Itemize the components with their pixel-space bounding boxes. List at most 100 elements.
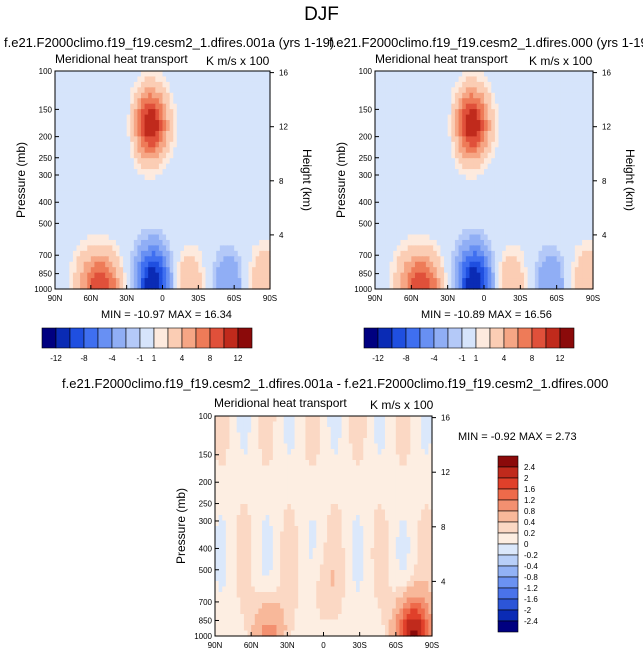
heatmap-cell <box>130 130 135 137</box>
heatmap-cell <box>151 163 156 170</box>
heatmap-cell <box>219 163 225 170</box>
heatmap-cell <box>396 229 402 236</box>
heatmap-cell <box>375 234 380 241</box>
heatmap-cell <box>83 256 88 263</box>
heatmap-cell <box>462 283 467 290</box>
heatmap-cell <box>589 272 594 279</box>
heatmap-cell <box>266 114 271 121</box>
heatmap-cell <box>527 152 532 159</box>
heatmap-cell <box>556 92 561 99</box>
heatmap-cell <box>447 272 452 279</box>
heatmap-cell <box>191 81 196 88</box>
heatmap-cell <box>513 109 518 116</box>
heatmap-cell <box>212 103 217 110</box>
heatmap-cell <box>549 130 554 137</box>
heatmap-cell <box>393 234 398 241</box>
heatmap-cell <box>476 278 481 285</box>
heatmap-cell <box>108 272 113 279</box>
heatmap-cell <box>476 207 481 214</box>
heatmap-cell <box>400 92 405 99</box>
heatmap-cell <box>393 92 398 99</box>
heatmap-cell <box>194 169 199 176</box>
heatmap-cell <box>155 196 160 203</box>
heatmap-cell <box>83 152 88 159</box>
heatmap-cell <box>556 98 561 105</box>
heatmap-cell <box>83 267 88 274</box>
heatmap-cell <box>69 158 74 165</box>
heatmap-cell <box>520 109 525 116</box>
heatmap-cell <box>523 174 529 181</box>
heatmap-cell <box>542 174 547 181</box>
heatmap-cell <box>112 71 117 78</box>
heatmap-cell <box>105 120 110 127</box>
heatmap-cell <box>444 114 449 121</box>
heatmap-cell <box>447 250 452 257</box>
heatmap-cell <box>440 256 445 263</box>
heatmap-cell <box>151 229 156 236</box>
heatmap-cell <box>65 125 70 132</box>
heatmap-cell <box>101 229 106 236</box>
heatmap-cell <box>255 87 260 94</box>
heatmap-cell <box>123 103 128 110</box>
heatmap-cell <box>262 174 268 181</box>
heatmap-cell <box>549 136 554 143</box>
heatmap-cell <box>436 174 441 181</box>
heatmap-cell <box>101 201 106 208</box>
heatmap-cell <box>498 223 503 230</box>
heatmap-cell <box>589 103 594 110</box>
heatmap-cell <box>266 201 271 208</box>
heatmap-cell <box>480 147 485 154</box>
heatmap-cell <box>425 174 431 181</box>
heatmap-cell <box>212 190 217 197</box>
heatmap-cell <box>487 190 492 197</box>
heatmap-cell <box>447 87 452 94</box>
heatmap-cell <box>534 174 540 181</box>
heatmap-cell <box>404 185 409 192</box>
heatmap-cell <box>549 234 554 241</box>
heatmap-cell <box>462 130 467 137</box>
heatmap-cell <box>389 218 394 225</box>
heatmap-cell <box>556 239 561 246</box>
heatmap-cell <box>520 234 525 241</box>
heatmap-cell <box>262 169 268 176</box>
heatmap-cell <box>115 120 121 127</box>
heatmap-cell <box>473 185 478 192</box>
heatmap-cell <box>469 158 474 165</box>
heatmap-cell <box>112 136 117 143</box>
heatmap-cell <box>184 239 189 246</box>
heatmap-cell <box>55 283 60 290</box>
heatmap-cell <box>180 163 185 170</box>
heatmap-cell <box>556 272 561 279</box>
heatmap-cell <box>476 185 481 192</box>
heatmap-cell <box>262 87 268 94</box>
heatmap-cell <box>180 81 185 88</box>
heatmap-cell <box>76 267 81 274</box>
heatmap-cell <box>194 158 199 165</box>
heatmap-cell <box>433 158 438 165</box>
heatmap-cell <box>487 185 492 192</box>
heatmap-cell <box>582 87 587 94</box>
heatmap-cell <box>237 212 242 219</box>
heatmap-cell <box>234 152 239 159</box>
heatmap-cell <box>571 71 576 78</box>
heatmap-cell <box>425 207 431 214</box>
heatmap-cell <box>201 256 207 263</box>
heatmap-cell <box>516 141 521 148</box>
heatmap-cell <box>198 223 203 230</box>
colorbar-box <box>83 327 99 349</box>
heatmap-cell <box>212 272 217 279</box>
heatmap-cell <box>144 185 149 192</box>
heatmap-cell <box>230 223 235 230</box>
heatmap-cell <box>465 278 471 285</box>
heatmap-cell <box>155 103 160 110</box>
heatmap-cell <box>378 136 383 143</box>
heatmap-cell <box>248 81 253 88</box>
heatmap-cell <box>227 212 232 219</box>
heatmap-cell <box>429 120 434 127</box>
heatmap-cell <box>462 278 467 285</box>
heatmap-cell <box>76 141 81 148</box>
heatmap-cell <box>119 103 124 110</box>
heatmap-cell <box>520 98 525 105</box>
heatmap-cell <box>549 190 554 197</box>
heatmap-cell <box>191 272 196 279</box>
